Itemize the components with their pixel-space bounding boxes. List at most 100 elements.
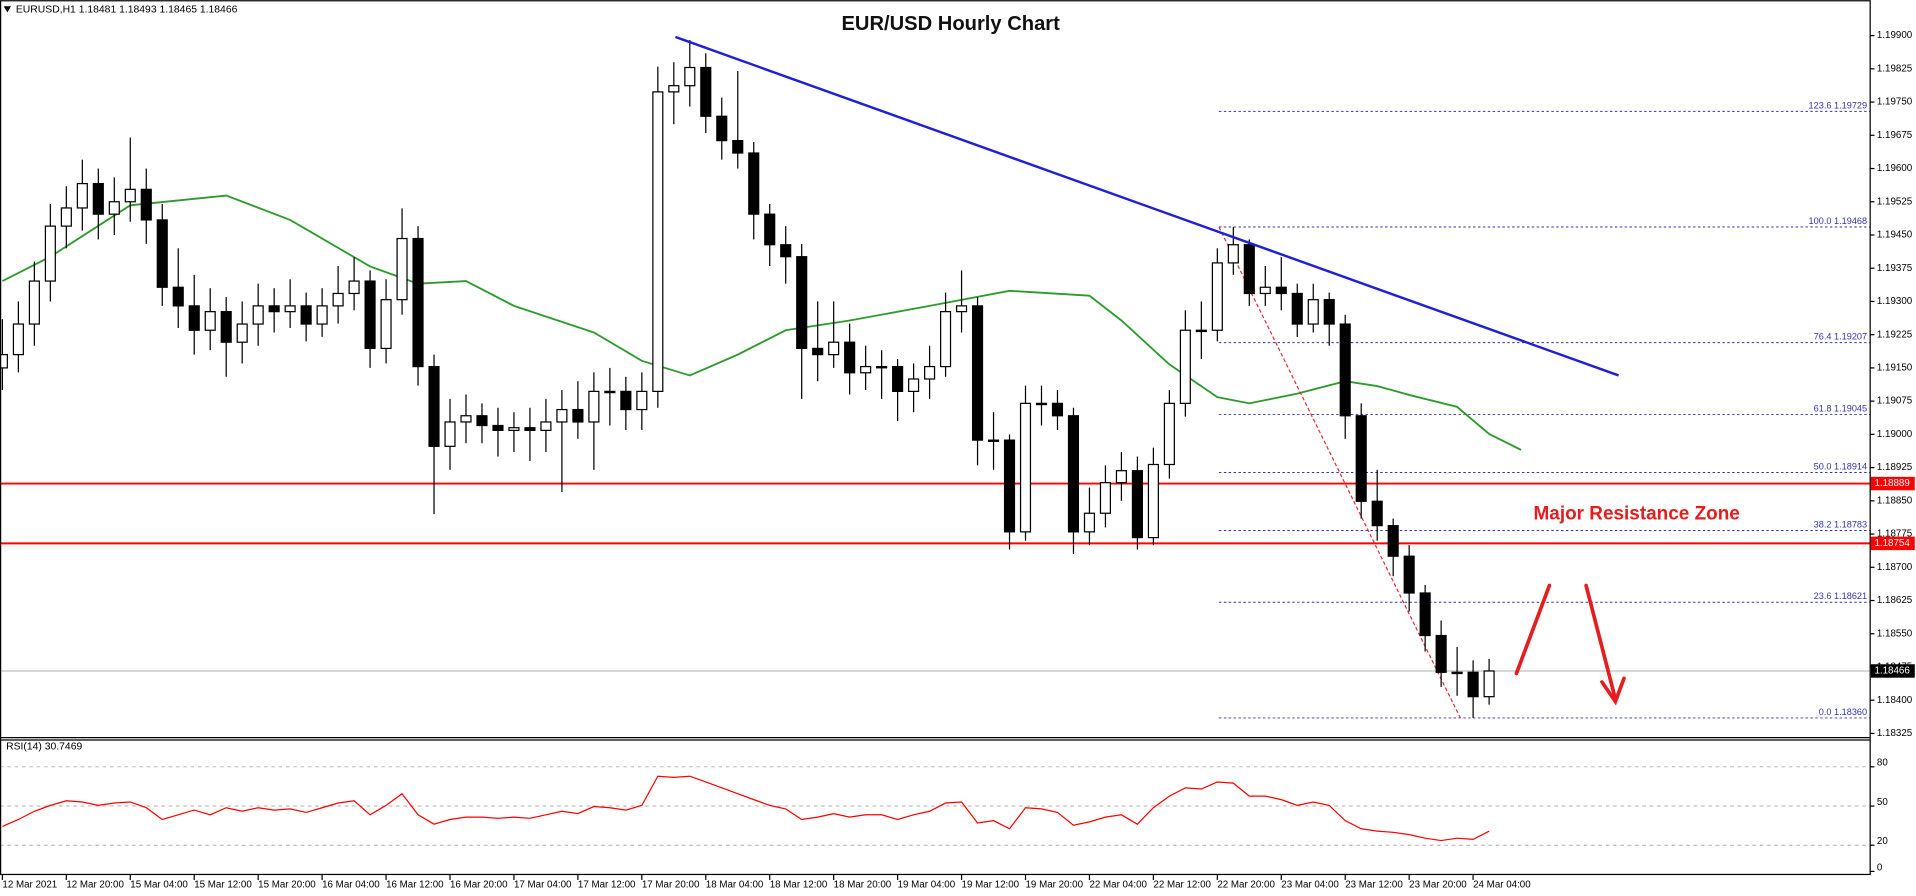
candle-body	[108, 201, 120, 215]
candle-body	[332, 292, 344, 307]
candle-body	[1419, 592, 1431, 637]
candle-body	[620, 390, 632, 411]
candle-body	[172, 286, 184, 307]
candle-body	[348, 280, 360, 295]
arrow-up-stroke	[1514, 583, 1552, 676]
candle-body	[28, 280, 40, 325]
candle-body	[812, 347, 824, 356]
y-tick-label: 1.18400	[1877, 695, 1913, 706]
candle-body	[220, 311, 232, 343]
x-tick-label: 16 Mar 20:00	[450, 879, 508, 890]
y-tick-label: 1.19150	[1877, 362, 1913, 373]
chart-header: EURUSD,H1 1.18481 1.18493 1.18465 1.1846…	[16, 5, 238, 16]
candle-body	[828, 341, 840, 356]
candle-body	[955, 305, 968, 313]
candle-body	[524, 427, 536, 431]
y-tick-label: 1.19900	[1877, 30, 1913, 41]
x-tick-label: 17 Mar 12:00	[578, 879, 636, 890]
x-tick-label: 16 Mar 12:00	[386, 879, 444, 890]
y-tick-label: 1.19375	[1877, 263, 1913, 274]
candle-body	[1259, 286, 1271, 295]
candle-body	[1003, 439, 1016, 533]
candle-body	[1483, 670, 1495, 698]
candle-body	[204, 311, 216, 331]
y-tick-label: 1.18700	[1877, 562, 1913, 573]
candle-body	[1451, 671, 1463, 675]
header-triangle	[3, 6, 11, 13]
y-tick-label: 1.19600	[1877, 163, 1913, 174]
candle-body	[1195, 329, 1207, 333]
candle-body	[1083, 512, 1096, 533]
rsi-y-tick-label: 50	[1877, 797, 1888, 808]
candle-body	[1467, 671, 1479, 698]
x-tick-label: 17 Mar 20:00	[642, 879, 700, 890]
x-tick-label: 12 Mar 20:00	[66, 879, 124, 890]
candle-body	[268, 305, 280, 313]
y-tick-label: 1.19525	[1877, 196, 1913, 207]
annotation: Major Resistance Zone	[1534, 504, 1740, 525]
fib-level-label: 50.0 1.18914	[1814, 461, 1867, 471]
fib-level-label: 23.6 1.18621	[1814, 591, 1867, 601]
candle-body	[92, 182, 104, 215]
candle-body	[124, 188, 136, 203]
resistance-price-label: 1.18754	[1874, 538, 1910, 549]
arrow-head	[1600, 676, 1626, 706]
candle-body	[604, 390, 616, 394]
x-tick-label: 22 Mar 04:00	[1089, 879, 1147, 890]
candle-body	[428, 365, 440, 447]
candle-body	[1179, 329, 1191, 404]
marks-layer	[0, 35, 1870, 842]
frame	[0, 0, 1871, 876]
candle-body	[876, 365, 888, 369]
forecast-arrows	[1514, 583, 1626, 706]
candle-body	[44, 225, 56, 282]
fib-level-label: 123.6 1.19729	[1809, 100, 1868, 110]
candle-body	[796, 256, 808, 350]
rsi-label: RSI(14) 30.7469	[6, 741, 82, 752]
candle-body	[940, 311, 952, 368]
candle-body	[1227, 244, 1239, 264]
x-tick-label: 19 Mar 04:00	[898, 879, 956, 890]
candle-body	[12, 323, 24, 356]
x-tick-label: 23 Mar 04:00	[1281, 879, 1339, 890]
candle-body	[556, 408, 568, 423]
x-tick-label: 18 Mar 20:00	[834, 879, 892, 890]
candle-body	[700, 66, 712, 117]
candle-body	[892, 365, 904, 393]
y-tick-label: 1.19075	[1877, 396, 1913, 407]
arrow-down-stroke	[1584, 583, 1618, 701]
last-price-label: 1.18466	[1874, 666, 1909, 677]
candle-body	[396, 237, 408, 301]
candle-body	[188, 305, 200, 331]
candle-body	[1307, 299, 1319, 325]
candle-body	[284, 305, 296, 313]
guides-layer	[0, 34, 1875, 880]
x-tick-label: 22 Mar 12:00	[1153, 879, 1211, 890]
candle-body	[1163, 402, 1175, 466]
candle-body	[508, 427, 520, 431]
candle-body	[412, 237, 424, 368]
candle-body	[924, 365, 936, 380]
y-tick-label: 1.19825	[1877, 63, 1913, 74]
rsi-y-tick-label: 80	[1877, 758, 1888, 769]
candle-body	[780, 244, 792, 258]
last-price-box	[1870, 664, 1915, 678]
rsi-y-tick-label: 0	[1877, 862, 1883, 873]
y-tick-label: 1.18850	[1877, 495, 1913, 506]
candle-body	[364, 280, 376, 350]
candle-body	[1435, 634, 1447, 673]
candle-body	[0, 354, 8, 369]
rsi-y-tick-label: 20	[1877, 836, 1888, 847]
candle-body	[764, 213, 776, 246]
candle-body	[1147, 463, 1159, 539]
y-tick-label: 1.19675	[1877, 130, 1913, 141]
candle-body	[1131, 470, 1143, 539]
candle-body	[1115, 470, 1127, 484]
candle-body	[492, 424, 504, 431]
x-tick-label: 15 Mar 12:00	[194, 879, 252, 890]
candle-body	[1275, 286, 1287, 295]
candle-body	[316, 305, 328, 325]
